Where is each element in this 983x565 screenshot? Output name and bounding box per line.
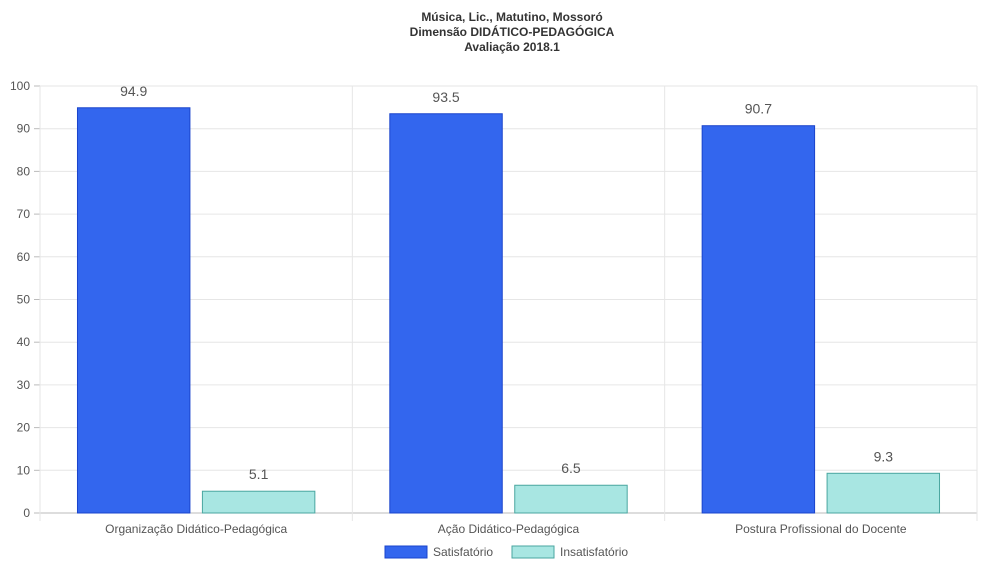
- y-axis-ticks: 0 10 20 30 40 50 60 70 80 90 100: [10, 79, 30, 520]
- legend-label: Insatisfatório: [560, 545, 628, 559]
- y-tick-label: 10: [17, 463, 31, 477]
- y-tick-label: 70: [17, 207, 31, 221]
- data-label: 9.3: [874, 448, 894, 464]
- y-tick-label: 50: [17, 293, 31, 307]
- y-tick-label: 90: [17, 122, 31, 136]
- data-label: 90.7: [745, 101, 772, 117]
- bar-satisfatorio: [389, 113, 503, 514]
- title-line-1: Música, Lic., Matutino, Mossoró: [421, 10, 602, 24]
- y-tick-label: 20: [17, 421, 31, 435]
- x-category-label: Organização Didático-Pedagógica: [105, 522, 287, 536]
- bar-insatisfatorio: [201, 490, 316, 514]
- legend-label: Satisfatório: [433, 545, 493, 559]
- y-tick-label: 40: [17, 335, 31, 349]
- y-tick-label: 60: [17, 250, 31, 264]
- y-tick-label: 100: [10, 79, 30, 93]
- title-line-3: Avaliação 2018.1: [464, 40, 560, 54]
- data-label: 94.9: [120, 83, 147, 99]
- legend: Satisfatório Insatisfatório: [384, 545, 628, 559]
- x-category-label: Postura Profissional do Docente: [735, 522, 907, 536]
- legend-swatch: [511, 545, 555, 559]
- bar-insatisfatorio: [826, 472, 941, 514]
- bar-insatisfatorio: [514, 484, 628, 514]
- bar-satisfatorio: [76, 107, 191, 514]
- x-category-label: Ação Didático-Pedagógica: [438, 522, 580, 536]
- data-label: 5.1: [249, 466, 269, 482]
- y-tick-label: 0: [23, 506, 30, 520]
- bar-satisfatorio: [701, 125, 816, 514]
- title-line-2: Dimensão DIDÁTICO-PEDAGÓGICA: [410, 24, 615, 39]
- legend-swatch: [384, 545, 428, 559]
- data-label: 6.5: [561, 460, 581, 476]
- y-tick-label: 30: [17, 378, 31, 392]
- data-labels: 94.9 93.5 90.7 5.1 6.5 9.3: [120, 83, 893, 482]
- data-label: 93.5: [432, 89, 459, 105]
- gridlines: [34, 85, 978, 521]
- chart-title: Música, Lic., Matutino, Mossoró Dimensão…: [410, 10, 615, 54]
- y-tick-label: 80: [17, 164, 31, 178]
- bars: [76, 107, 941, 514]
- x-axis-categories: Organização Didático-Pedagógica Ação Didá…: [105, 522, 907, 536]
